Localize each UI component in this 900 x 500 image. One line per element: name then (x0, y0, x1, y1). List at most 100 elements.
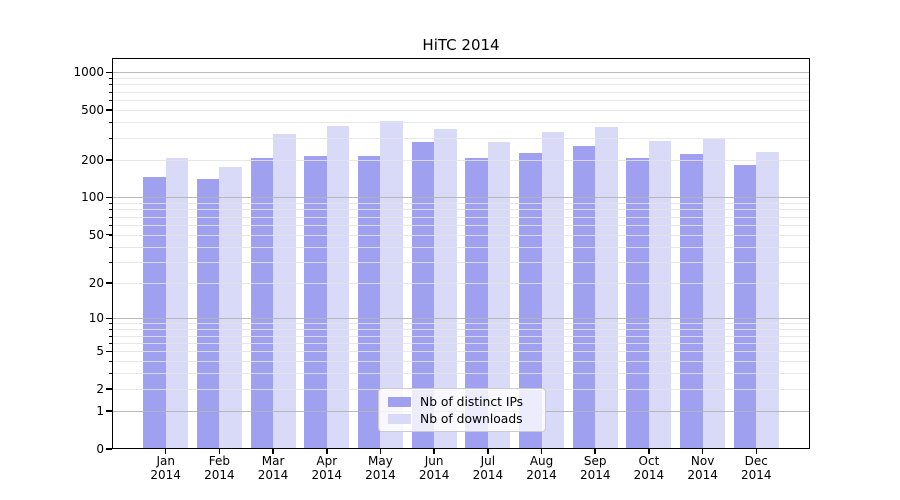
chart-title: HiTC 2014 (422, 36, 500, 54)
y-tick-label: 1000 (73, 65, 104, 80)
x-tick-mark (594, 449, 596, 454)
legend-item-distinct-ips: Nb of distinct IPs (388, 395, 536, 409)
y-minor-tick-mark (108, 209, 112, 211)
gridline (112, 335, 810, 337)
gridline (112, 197, 810, 199)
y-minor-tick-mark (108, 159, 112, 161)
y-minor-tick-mark (108, 373, 112, 375)
y-minor-tick-mark (108, 203, 112, 205)
y-tick-mark (106, 71, 112, 74)
gridline (112, 209, 810, 211)
y-tick-label: 1 (96, 404, 104, 419)
x-tick-label-aug: Aug 2014 (526, 454, 557, 482)
y-tick-label: 0 (96, 442, 104, 456)
x-tick-label-dec: Dec 2014 (741, 454, 772, 482)
gridline (112, 261, 810, 263)
y-minor-tick-mark (108, 329, 112, 331)
gridline (112, 100, 810, 102)
x-tick-mark (540, 449, 543, 454)
y-tick-mark (106, 196, 112, 199)
gridline (112, 159, 810, 161)
x-tick-label-nov: Nov 2014 (687, 454, 718, 482)
bar-ips-oct (626, 158, 649, 449)
y-tick-label: 100 (81, 190, 104, 205)
grid-layer (112, 58, 810, 449)
y-minor-tick-mark (108, 84, 112, 86)
gridline (112, 203, 810, 205)
gridline (112, 78, 810, 80)
x-tick-mark (433, 449, 435, 454)
y-minor-tick-mark (108, 351, 112, 353)
legend-swatch-downloads (388, 414, 411, 424)
gridline (112, 318, 810, 320)
x-tick-mark (272, 449, 274, 454)
y-tick-mark (106, 448, 112, 450)
bar-downloads-jun (434, 128, 457, 449)
y-minor-tick-mark (108, 282, 112, 284)
y-minor-tick-mark (108, 91, 112, 93)
bar-ips-nov (680, 153, 703, 449)
y-minor-tick-mark (108, 261, 112, 263)
gridline (112, 246, 810, 248)
bar-downloads-sep (595, 126, 618, 449)
y-tick-label: 200 (81, 152, 104, 167)
y-tick-mark (106, 410, 112, 412)
legend-label-downloads: Nb of downloads (420, 412, 523, 426)
bar-downloads-mar (273, 133, 296, 449)
legend: Nb of distinct IPs Nb of downloads (378, 388, 546, 432)
bar-downloads-feb (219, 166, 242, 449)
gridline (112, 110, 810, 112)
x-tick-mark (755, 449, 758, 454)
x-tick-label-jan: Jan 2014 (150, 454, 181, 482)
x-tick-label-jul: Jul 2014 (472, 454, 504, 482)
y-minor-tick-mark (108, 122, 112, 124)
x-tick-label-may: May 2014 (365, 454, 396, 482)
y-minor-tick-mark (108, 342, 112, 344)
x-tick-mark (164, 449, 167, 454)
bar-downloads-may (380, 120, 403, 449)
gridline (112, 373, 810, 375)
bar-downloads-apr (326, 126, 350, 449)
bar-downloads-dec (756, 152, 779, 449)
bar-ips-may (358, 155, 381, 449)
y-tick-mark (106, 317, 112, 319)
gridline (112, 122, 810, 124)
y-minor-tick-mark (108, 78, 112, 80)
y-minor-tick-mark (108, 335, 112, 337)
x-tick-label-apr: Apr 2014 (311, 454, 343, 482)
y-minor-tick-mark (108, 100, 112, 102)
y-minor-tick-mark (108, 389, 112, 391)
x-tick-label-mar: Mar 2014 (257, 454, 289, 482)
y-minor-tick-mark (108, 234, 112, 236)
bar-downloads-aug (541, 132, 564, 449)
gridline (112, 216, 810, 218)
gridline (112, 84, 810, 86)
bar-ips-dec (733, 164, 757, 449)
y-minor-tick-mark (108, 137, 112, 139)
x-tick-mark (487, 449, 489, 454)
bar-ips-mar (250, 158, 274, 449)
y-minor-tick-mark (108, 323, 112, 325)
x-tick-mark (379, 449, 382, 454)
bar-downloads-jan (165, 157, 189, 449)
x-tick-label-feb: Feb 2014 (204, 454, 235, 482)
y-tick-label: 500 (81, 103, 104, 118)
gridline (112, 329, 810, 331)
y-tick-label: 2 (96, 382, 104, 397)
x-tick-label-sep: Sep 2014 (579, 454, 611, 482)
y-minor-tick-mark (108, 246, 112, 248)
bar-ips-jul (465, 157, 488, 449)
bar-ips-sep (572, 146, 596, 449)
gridline (112, 234, 810, 236)
legend-item-downloads: Nb of downloads (388, 412, 536, 426)
legend-label-distinct-ips: Nb of distinct IPs (420, 395, 524, 409)
gridline (112, 72, 810, 74)
bar-ips-jun (411, 141, 435, 449)
y-tick-label: 5 (96, 344, 104, 359)
gridline (112, 361, 810, 363)
y-minor-tick-mark (108, 361, 112, 363)
x-tick-label-oct: Oct 2014 (633, 454, 665, 482)
gridline (112, 342, 810, 344)
y-minor-tick-mark (108, 110, 112, 112)
